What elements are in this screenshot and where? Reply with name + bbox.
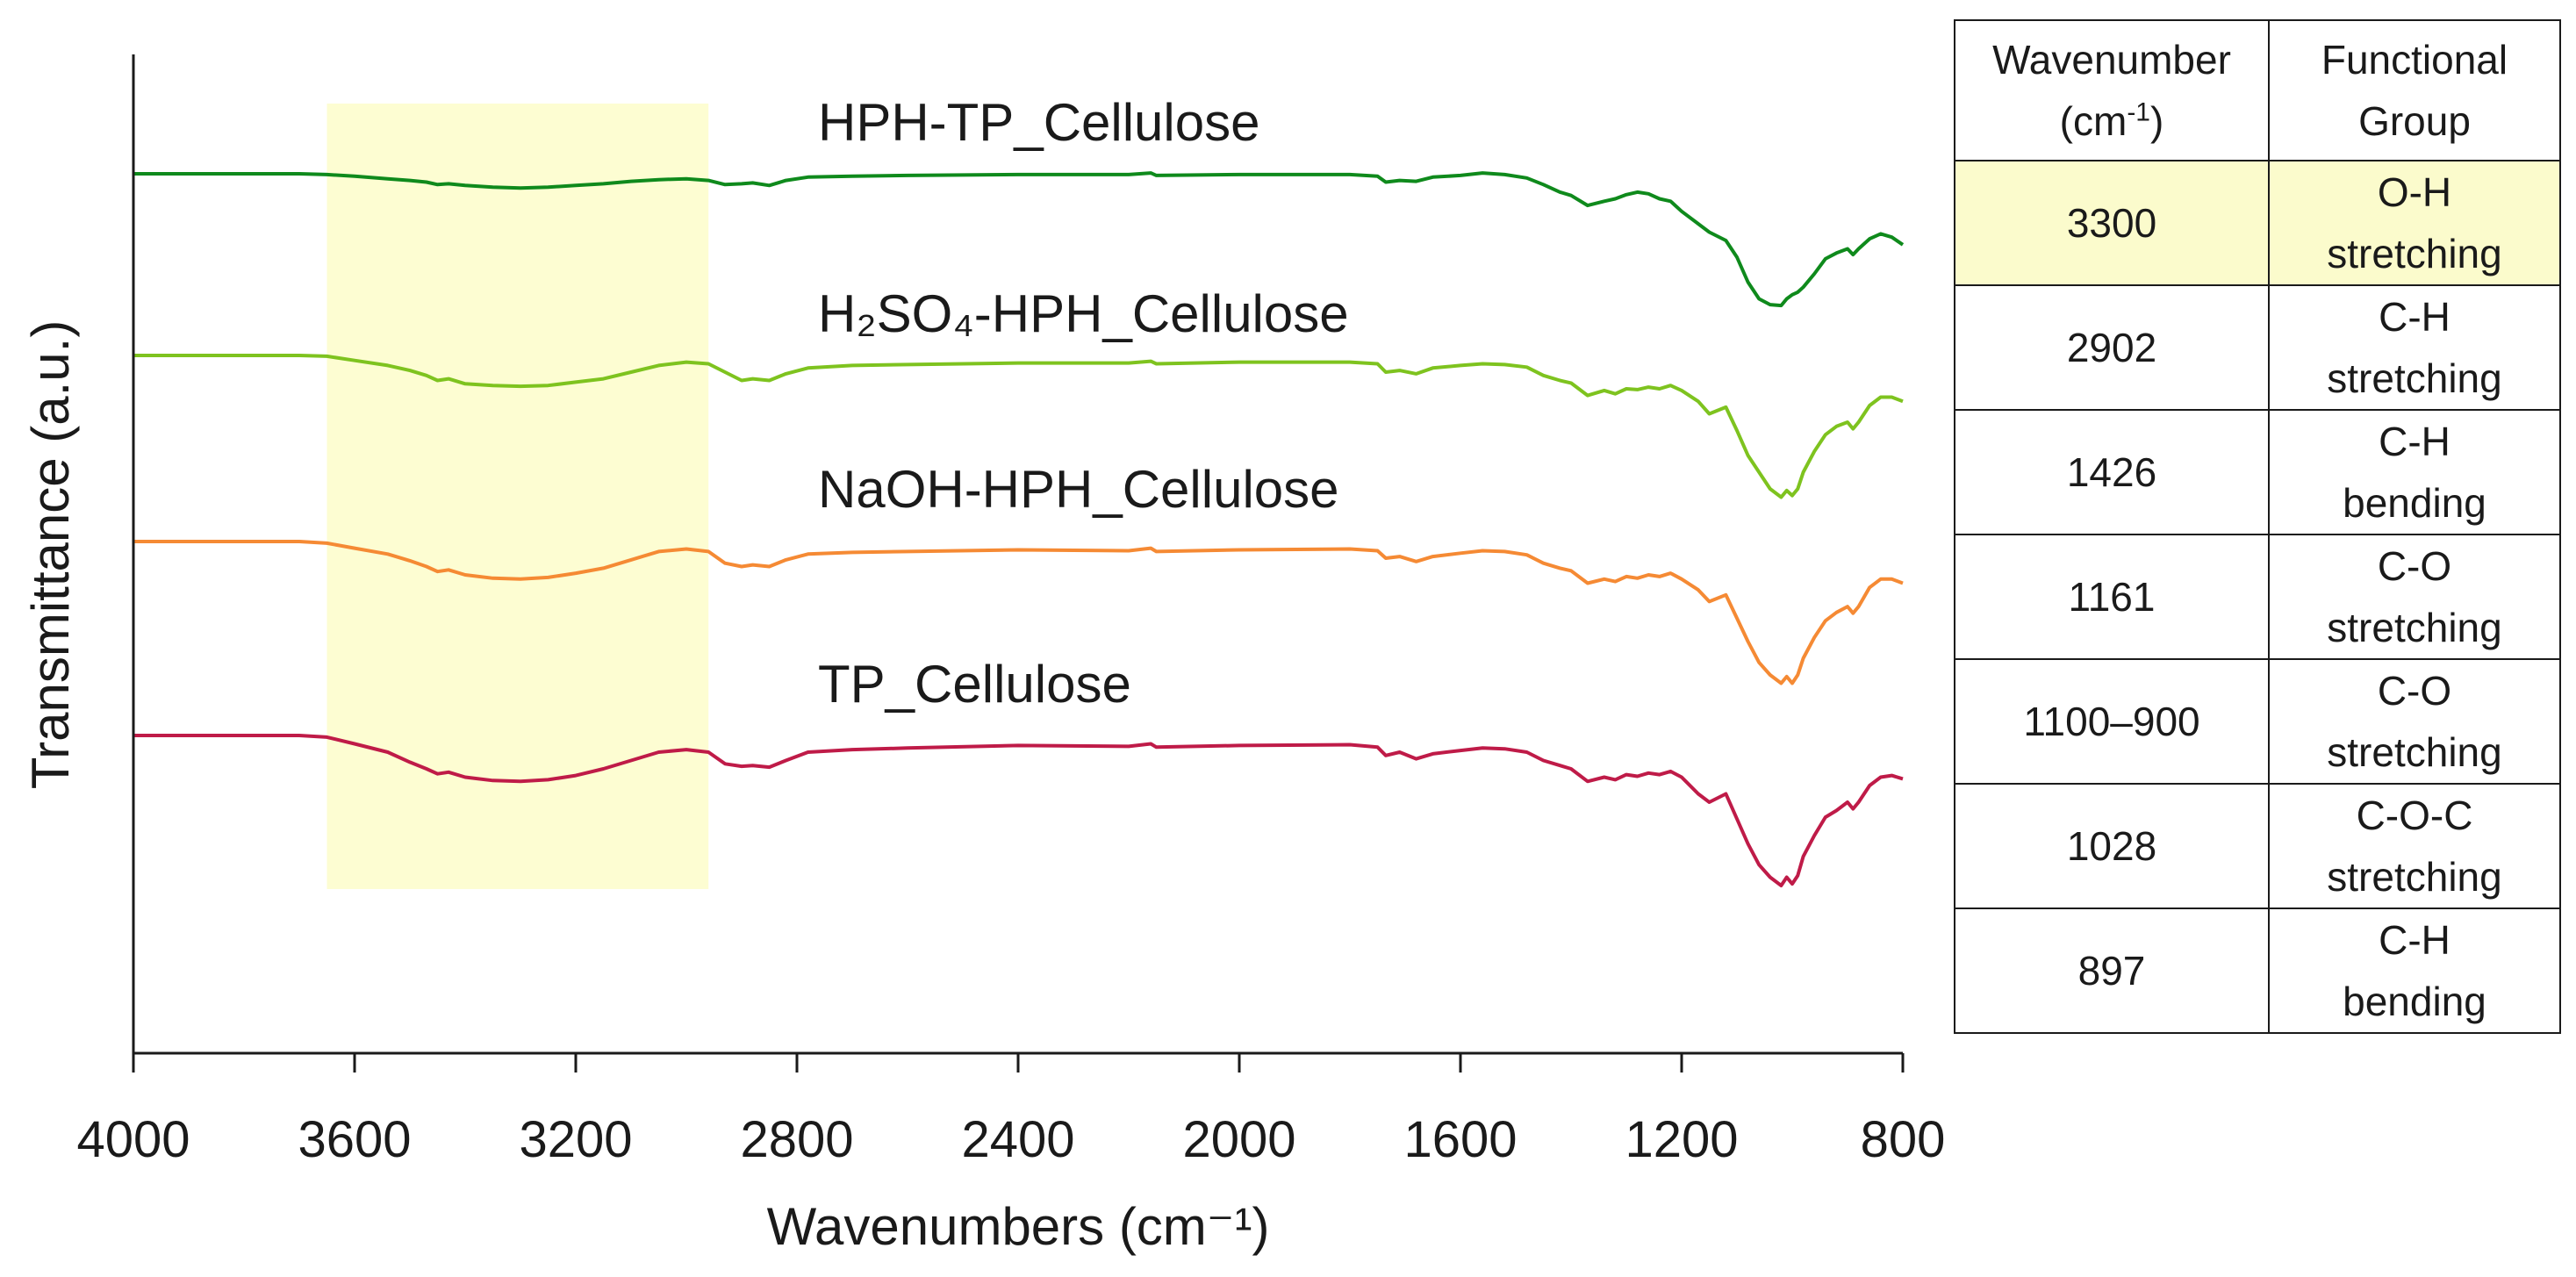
wavenumber-cell: 1100–900 <box>1954 658 2270 785</box>
group-name: C-H <box>2379 419 2450 464</box>
table-row: 1426 C-H bending <box>1954 409 2561 535</box>
x-tick-label-3: 2800 <box>740 1111 853 1168</box>
group-name: O-H <box>2377 169 2452 215</box>
functional-group-table: Wavenumber (cm-1) Functional Group 3300 O… <box>1954 19 2561 1034</box>
wavenumber-cell: 1426 <box>1954 409 2270 535</box>
series-line-3 <box>133 734 1904 887</box>
wavenumber-cell: 897 <box>1954 908 2270 1034</box>
table-row: 897 C-H bending <box>1954 908 2561 1034</box>
series-label-1: H₂SO₄-HPH_Cellulose <box>818 284 1349 343</box>
wavenumber-cell: 1028 <box>1954 783 2270 909</box>
table-row: 1161 C-O stretching <box>1954 534 2561 660</box>
functional-group-cell: C-O stretching <box>2268 534 2561 660</box>
group-mode: stretching <box>2327 231 2502 276</box>
header-wavenumber-line1: Wavenumber <box>1992 37 2231 83</box>
series-line-1 <box>133 354 1904 499</box>
x-tick-label-6: 1600 <box>1403 1111 1517 1168</box>
header-wavenumber: Wavenumber (cm-1) <box>1954 19 2270 161</box>
header-unit-end: ) <box>2150 98 2164 144</box>
functional-group-cell: O-H stretching <box>2268 160 2561 286</box>
x-tick-label-2: 3200 <box>519 1111 632 1168</box>
x-tick-label-1: 3600 <box>298 1111 411 1168</box>
group-mode: stretching <box>2327 854 2502 900</box>
header-group-line1: Functional <box>2321 37 2508 83</box>
table-header-row: Wavenumber (cm-1) Functional Group <box>1954 19 2561 161</box>
x-tick-label-5: 2000 <box>1182 1111 1295 1168</box>
series-line-2 <box>133 540 1904 685</box>
functional-group-cell: C-H stretching <box>2268 284 2561 411</box>
header-unit-sup: -1 <box>2127 97 2150 127</box>
x-tick-label-4: 2400 <box>961 1111 1074 1168</box>
group-mode: bending <box>2343 480 2486 526</box>
functional-group-cell: C-O stretching <box>2268 658 2561 785</box>
header-unit-base: (cm <box>2059 98 2128 144</box>
group-mode: stretching <box>2327 355 2502 401</box>
highlight-region <box>326 104 709 889</box>
table-row: 2902 C-H stretching <box>1954 284 2561 411</box>
table-row: 1100–900 C-O stretching <box>1954 658 2561 785</box>
group-mode: stretching <box>2327 605 2502 650</box>
series-label-2: NaOH-HPH_Cellulose <box>818 460 1339 519</box>
x-tick-label-7: 1200 <box>1625 1111 1738 1168</box>
series-line-0 <box>133 171 1905 308</box>
wavenumber-cell: 2902 <box>1954 284 2270 411</box>
group-name: C-O <box>2377 543 2452 589</box>
group-mode: stretching <box>2327 729 2502 775</box>
group-mode: bending <box>2343 979 2486 1024</box>
x-tick-label-8: 800 <box>1861 1111 1946 1168</box>
functional-group-cell: C-H bending <box>2268 908 2561 1034</box>
header-functional-group: Functional Group <box>2268 19 2561 161</box>
table-row: 3300 O-H stretching <box>1954 160 2561 286</box>
functional-group-table-wrap: Wavenumber (cm-1) Functional Group 3300 O… <box>1954 19 2561 1034</box>
wavenumber-cell: 1161 <box>1954 534 2270 660</box>
table-row: 1028 C-O-C stretching <box>1954 783 2561 909</box>
header-group-line2: Group <box>2358 98 2471 144</box>
functional-group-cell: C-H bending <box>2268 409 2561 535</box>
group-name: C-H <box>2379 294 2450 340</box>
x-tick-label-0: 4000 <box>76 1111 190 1168</box>
functional-group-cell: C-O-C stretching <box>2268 783 2561 909</box>
header-wavenumber-unit: (cm-1) <box>1961 90 2263 152</box>
series-label-0: HPH-TP_Cellulose <box>818 93 1260 152</box>
ftir-chart: HPH-TP_Cellulose H₂SO₄-HPH_Cellulose NaOH-… <box>21 54 1946 1256</box>
group-name: C-H <box>2379 917 2450 963</box>
group-name: C-O <box>2377 668 2452 714</box>
series-label-3: TP_Cellulose <box>818 655 1131 714</box>
wavenumber-cell: 3300 <box>1954 160 2270 286</box>
group-name: C-O-C <box>2356 793 2473 838</box>
x-axis-title: Wavenumbers (cm⁻¹) <box>767 1197 1270 1256</box>
y-axis-title: Transmittance (a.u.) <box>21 320 80 790</box>
